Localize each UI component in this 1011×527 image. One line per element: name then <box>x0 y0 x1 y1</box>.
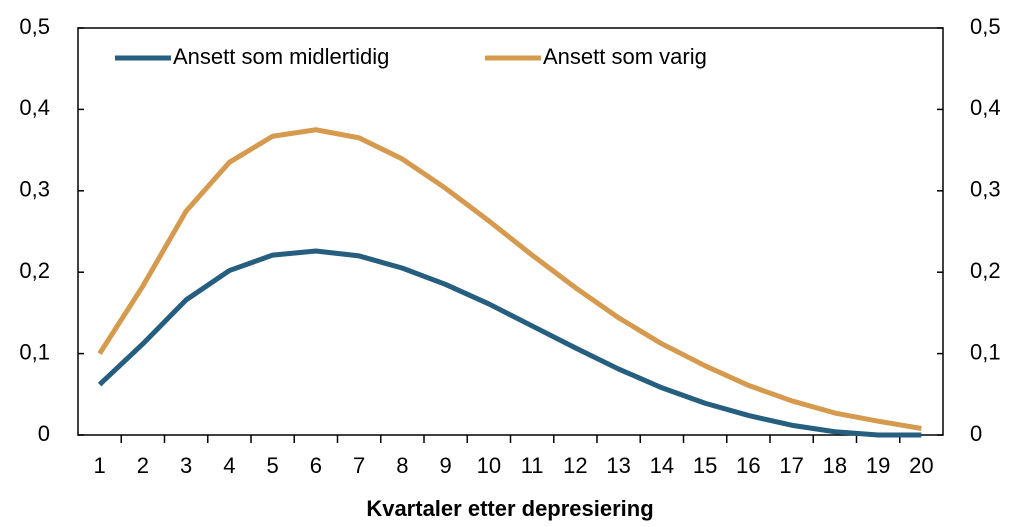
x-tick-label: 8 <box>396 453 408 478</box>
y-tick-label: 0,5 <box>19 14 50 39</box>
x-tick-label: 9 <box>440 453 452 478</box>
x-tick-label: 11 <box>521 453 544 478</box>
x-tick-label: 12 <box>563 453 587 478</box>
x-tick-label: 15 <box>693 453 717 478</box>
x-axis-title: Kvartaler etter depresiering <box>366 496 653 521</box>
x-tick-label: 10 <box>477 453 501 478</box>
y-tick-label: 0,4 <box>19 95 50 120</box>
x-tick-label: 7 <box>353 453 365 478</box>
legend-label: Ansett som varig <box>543 44 707 69</box>
y2-tick-label: 0,1 <box>970 339 1001 364</box>
y-tick-label: 0,2 <box>19 258 50 283</box>
series-line <box>97 127 922 431</box>
x-tick-label: 1 <box>94 453 106 478</box>
x-tick-label: 14 <box>650 453 674 478</box>
y2-tick-label: 0,5 <box>970 14 1001 39</box>
x-tick-label: 2 <box>137 453 149 478</box>
y-tick-label: 0,3 <box>19 177 50 202</box>
x-tick-label: 18 <box>823 453 847 478</box>
x-tick-label: 19 <box>866 453 890 478</box>
y2-tick-label: 0,2 <box>970 258 1001 283</box>
x-tick-label: 13 <box>606 453 630 478</box>
y-tick-label: 0 <box>38 421 50 446</box>
plot-frame <box>77 27 944 436</box>
x-tick-label: 16 <box>736 453 760 478</box>
y2-tick-label: 0,3 <box>970 177 1001 202</box>
x-tick-label: 20 <box>909 453 933 478</box>
legend-label: Ansett som midlertidig <box>173 44 389 69</box>
x-tick-label: 17 <box>779 453 803 478</box>
x-tick-label: 3 <box>180 453 192 478</box>
y2-tick-label: 0 <box>970 421 982 446</box>
y2-tick-label: 0,4 <box>970 95 1001 120</box>
x-tick-label: 5 <box>267 453 279 478</box>
series-line <box>97 248 922 438</box>
x-tick-label: 4 <box>223 453 235 478</box>
x-tick-label: 6 <box>310 453 322 478</box>
y-tick-label: 0,1 <box>19 339 50 364</box>
